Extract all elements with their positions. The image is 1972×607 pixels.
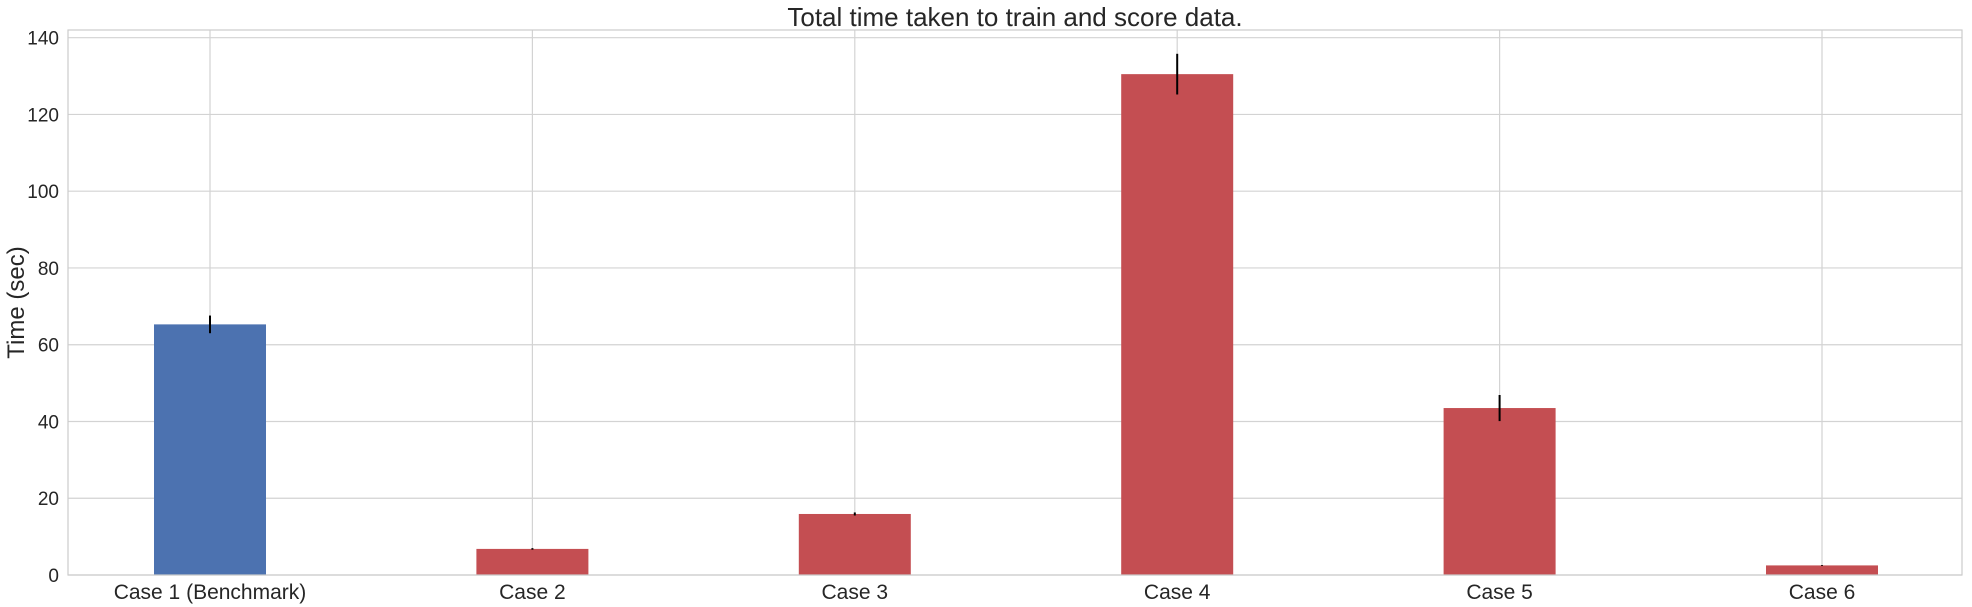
bar bbox=[476, 548, 589, 575]
y-axis-label: Time (sec) bbox=[3, 246, 30, 358]
y-tick-label: 60 bbox=[38, 336, 59, 357]
bar bbox=[154, 324, 266, 575]
x-tick-label: Case 1 (Benchmark) bbox=[114, 581, 307, 604]
x-tick-label: Case 4 bbox=[1144, 581, 1211, 604]
error-bars bbox=[209, 53, 1823, 566]
y-tick-label: 100 bbox=[27, 182, 59, 203]
y-tick-label: 20 bbox=[38, 489, 59, 510]
bar bbox=[798, 513, 911, 575]
grid bbox=[68, 30, 1962, 576]
x-tick-label: Case 6 bbox=[1789, 581, 1856, 604]
bar bbox=[1766, 565, 1878, 575]
bar bbox=[1443, 408, 1556, 575]
y-axis-ticks: 0 20 40 60 80 100 120 140 bbox=[27, 29, 59, 587]
plot-frame bbox=[67, 29, 1963, 576]
y-tick-label: 120 bbox=[27, 105, 59, 126]
x-tick-label: Case 2 bbox=[499, 581, 566, 604]
y-tick-label: 140 bbox=[27, 29, 59, 50]
x-tick-label: Case 3 bbox=[822, 581, 889, 604]
x-tick-label: Case 5 bbox=[1466, 581, 1533, 604]
bar bbox=[1121, 74, 1234, 575]
y-tick-label: 40 bbox=[38, 412, 59, 433]
bars bbox=[154, 74, 1878, 575]
x-axis-ticks: Case 1 (Benchmark) Case 2 Case 3 Case 4 Case… bbox=[114, 581, 1856, 604]
y-tick-label: 80 bbox=[38, 259, 59, 280]
chart-title: Total time taken to train and score data… bbox=[787, 2, 1242, 32]
y-tick-label: 0 bbox=[48, 566, 59, 587]
